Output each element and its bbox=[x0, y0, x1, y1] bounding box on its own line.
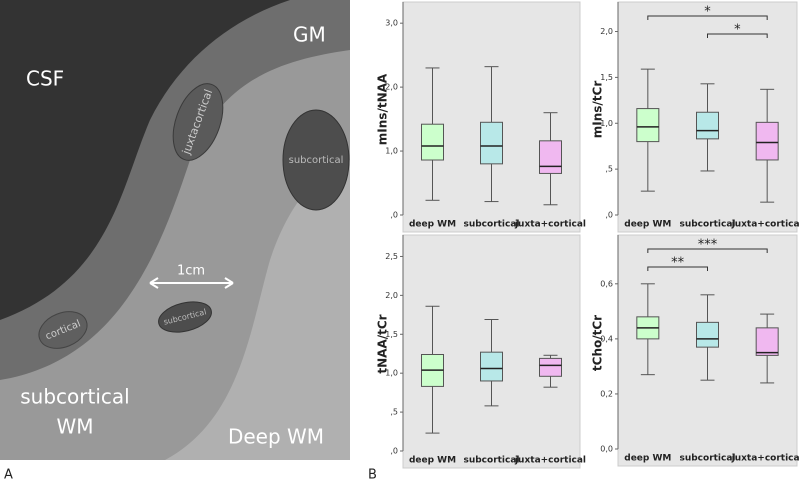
y-tick-label: 2,0 bbox=[385, 291, 398, 300]
y-tick-label: ,0 bbox=[390, 211, 398, 220]
significance-bracket bbox=[647, 15, 768, 20]
region-label: GM bbox=[293, 23, 326, 47]
region-label: WM bbox=[56, 415, 93, 439]
y-tick-label: 1,5 bbox=[385, 330, 398, 339]
box bbox=[539, 357, 562, 377]
y-axis-label: tCho/tCr bbox=[591, 315, 605, 371]
significance-bracket bbox=[707, 33, 768, 38]
scale-label: 1cm bbox=[177, 264, 205, 279]
region-label: subcortical bbox=[20, 385, 129, 409]
y-tick-label: 0,4 bbox=[600, 334, 613, 343]
roi bbox=[38, 311, 88, 349]
y-tick-label: 0,0 bbox=[600, 445, 613, 454]
x-tick-label: deep WM bbox=[624, 454, 671, 464]
y-tick-label: 2,0 bbox=[385, 83, 398, 92]
y-axis-label: tNAA/tCr bbox=[376, 314, 390, 373]
box bbox=[421, 123, 444, 161]
x-tick-label: subcortical bbox=[463, 456, 519, 466]
y-tick-label: 0,2 bbox=[600, 389, 613, 398]
significance-label: ** bbox=[671, 256, 685, 271]
box bbox=[636, 108, 660, 143]
x-tick-label: juxta+cortical bbox=[514, 456, 586, 466]
x-tick-label: deep WM bbox=[409, 220, 456, 230]
scale-arrowheads bbox=[149, 277, 234, 289]
x-tick-label: subcortical bbox=[679, 454, 735, 464]
y-tick-label: ,0 bbox=[605, 211, 613, 220]
panel-label: A bbox=[4, 468, 13, 483]
x-tick-label: deep WM bbox=[409, 456, 456, 466]
significance-label: *** bbox=[698, 238, 718, 253]
y-tick-label: ,5 bbox=[605, 165, 613, 174]
panel-label: B bbox=[368, 468, 377, 483]
x-tick-label: deep WM bbox=[624, 220, 671, 230]
roi-label: subcortical bbox=[289, 155, 344, 166]
box bbox=[480, 121, 503, 165]
y-axis-label: mIns/tCr bbox=[591, 81, 605, 139]
significance-bracket bbox=[647, 266, 708, 271]
region-label: Deep WM bbox=[228, 425, 324, 449]
x-tick-label: subcortical bbox=[463, 220, 519, 230]
y-tick-label: ,5 bbox=[390, 408, 398, 417]
x-tick-label: juxta+cortical bbox=[514, 220, 586, 230]
y-tick-label: 1,0 bbox=[385, 147, 398, 156]
x-tick-label: juxta+cortical bbox=[731, 454, 800, 464]
y-tick-label: 1,0 bbox=[600, 119, 613, 128]
roi bbox=[172, 83, 224, 161]
roi bbox=[158, 301, 212, 333]
significance-bracket bbox=[647, 248, 768, 253]
box bbox=[696, 111, 719, 140]
y-tick-label: 1,5 bbox=[600, 73, 613, 82]
region-label: CSF bbox=[26, 67, 64, 91]
y-tick-label: 1,0 bbox=[385, 369, 398, 378]
y-axis-label: mIns/tNAA bbox=[376, 73, 390, 145]
box bbox=[755, 121, 779, 161]
significance-label: * bbox=[704, 5, 711, 20]
significance-label: * bbox=[734, 23, 741, 38]
x-tick-label: subcortical bbox=[679, 220, 735, 230]
box bbox=[480, 351, 503, 382]
box bbox=[539, 140, 562, 174]
deep-wm-region bbox=[165, 160, 350, 460]
y-tick-label: 0,6 bbox=[600, 279, 613, 288]
y-tick-label: 2,5 bbox=[385, 252, 398, 261]
box bbox=[755, 327, 779, 356]
y-tick-label: 2,0 bbox=[600, 27, 613, 36]
diagram: CSF GM subcortical WM Deep WM juxtacorti… bbox=[0, 0, 350, 460]
roi bbox=[282, 109, 350, 211]
csf-region bbox=[0, 0, 290, 320]
y-tick-label: ,0 bbox=[390, 447, 398, 456]
box bbox=[696, 321, 719, 348]
y-tick-label: 3,0 bbox=[385, 19, 398, 28]
x-tick-label: juxta+cortical bbox=[731, 220, 800, 230]
